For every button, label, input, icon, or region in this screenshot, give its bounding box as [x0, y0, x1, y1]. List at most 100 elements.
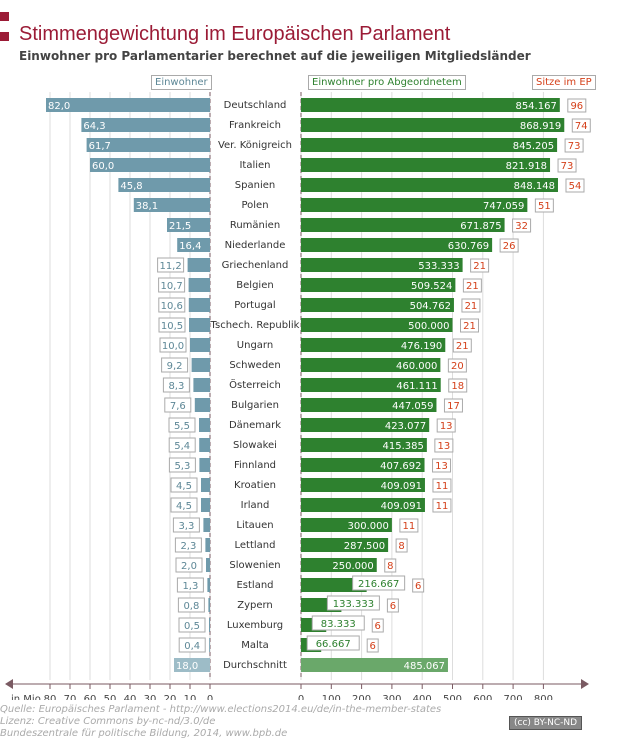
seats-value: 20	[451, 361, 464, 372]
category-label: Rumänien	[230, 220, 280, 231]
population-value-box	[174, 537, 202, 553]
per-mep-value: 747.059	[483, 201, 524, 212]
per-mep-bar	[301, 218, 505, 232]
seats-box	[512, 218, 532, 233]
seats-value: 73	[561, 161, 574, 172]
right-axis-tick: 100	[322, 694, 341, 700]
population-value: 64,3	[83, 121, 105, 132]
population-bar	[205, 538, 210, 552]
legend-seats: Sitze im EP	[532, 75, 596, 90]
per-mep-value: 250.000	[332, 561, 373, 572]
category-label: Deutschland	[224, 100, 287, 111]
seats-value: 11	[403, 521, 416, 532]
population-value-box	[176, 577, 204, 593]
category-label: Malta	[241, 640, 269, 651]
seats-value: 32	[515, 221, 528, 232]
category-label: Dänemark	[229, 420, 281, 431]
population-value: 38,1	[136, 201, 158, 212]
category-label: Durchschnitt	[223, 660, 287, 671]
seats-box	[436, 418, 456, 433]
category-label: Lettland	[235, 540, 276, 551]
per-mep-bar	[301, 438, 427, 452]
seats-value: 18	[451, 381, 464, 392]
per-mep-bar	[301, 298, 454, 312]
population-bar	[199, 458, 210, 472]
seats-box	[434, 438, 454, 453]
population-value: 10,7	[160, 281, 182, 292]
per-mep-value: 509.524	[411, 281, 452, 292]
arrow-right-icon	[581, 679, 589, 689]
population-bar	[191, 358, 210, 372]
seats-value: 26	[503, 241, 516, 252]
per-mep-value: 66.667	[316, 639, 351, 650]
category-label: Bulgarien	[231, 400, 279, 411]
seats-box	[448, 378, 468, 393]
legend-per-mep: Einwohner pro Abgeordnetem	[308, 75, 466, 90]
seats-box	[565, 178, 585, 193]
per-mep-value: 409.091	[381, 481, 422, 492]
per-mep-value: 476.190	[401, 341, 442, 352]
arrow-left-icon	[5, 679, 13, 689]
category-label: Ver. Königreich	[218, 140, 292, 151]
seats-box	[432, 458, 452, 473]
category-label: Kroatien	[234, 480, 276, 491]
population-bar	[189, 318, 210, 332]
per-mep-value: 461.111	[396, 381, 437, 392]
seats-value: 21	[473, 261, 486, 272]
category-label: Polen	[241, 200, 268, 211]
population-bar	[209, 618, 210, 632]
left-axis-tick: 0	[207, 694, 213, 700]
per-mep-bar	[301, 318, 453, 332]
per-mep-value: 83.333	[321, 619, 356, 630]
population-value-box	[168, 417, 196, 433]
chart-subtitle: Einwohner pro Parlamentarier berechnet a…	[19, 49, 531, 63]
left-axis-tick: 80	[44, 694, 57, 700]
category-label: Litauen	[236, 520, 273, 531]
seats-value: 6	[370, 641, 376, 652]
per-mep-value-box	[311, 615, 365, 631]
category-label: Luxemburg	[227, 620, 283, 631]
per-mep-value: 671.875	[460, 221, 501, 232]
seats-box	[557, 158, 577, 173]
population-value: 18,0	[176, 661, 198, 672]
seats-value: 8	[398, 541, 404, 552]
population-bar	[90, 158, 210, 172]
per-mep-bar	[301, 178, 558, 192]
population-value: 2,3	[180, 541, 196, 552]
seats-value: 73	[568, 141, 581, 152]
seats-value: 51	[538, 201, 551, 212]
seats-value: 96	[570, 101, 583, 112]
seats-value: 13	[435, 461, 448, 472]
left-axis-tick: 50	[104, 694, 117, 700]
seats-value: 13	[437, 441, 450, 452]
category-label: Österreich	[229, 378, 281, 391]
population-value: 1,3	[182, 581, 198, 592]
population-value-box	[158, 297, 186, 313]
seats-box	[452, 338, 472, 353]
brand-square	[0, 32, 9, 41]
per-mep-value: 845.205	[513, 141, 554, 152]
population-bar	[201, 498, 210, 512]
chart-title: Stimmengewichtung im Europäischen Parlam…	[19, 23, 451, 45]
category-label: Estland	[236, 580, 273, 591]
per-mep-value: 821.918	[506, 161, 547, 172]
population-bar	[174, 658, 210, 672]
per-mep-bar	[301, 418, 430, 432]
per-mep-value-box	[306, 635, 360, 651]
seats-box	[470, 258, 490, 273]
cc-license-badge[interactable]: (cc) BY-NC-ND	[509, 716, 583, 730]
population-bar	[193, 378, 210, 392]
seats-box	[432, 478, 452, 493]
right-axis-tick: 600	[473, 694, 492, 700]
category-label: Zypern	[237, 600, 273, 611]
per-mep-bar	[301, 358, 441, 372]
category-label: Slowenien	[229, 560, 280, 571]
population-value: 3,3	[178, 521, 194, 532]
seats-box	[443, 398, 463, 413]
population-value: 5,5	[174, 421, 190, 432]
population-value-box	[172, 517, 200, 533]
per-mep-value: 533.333	[418, 261, 459, 272]
left-axis-tick: 70	[64, 694, 77, 700]
category-label: Griechenland	[222, 260, 289, 271]
